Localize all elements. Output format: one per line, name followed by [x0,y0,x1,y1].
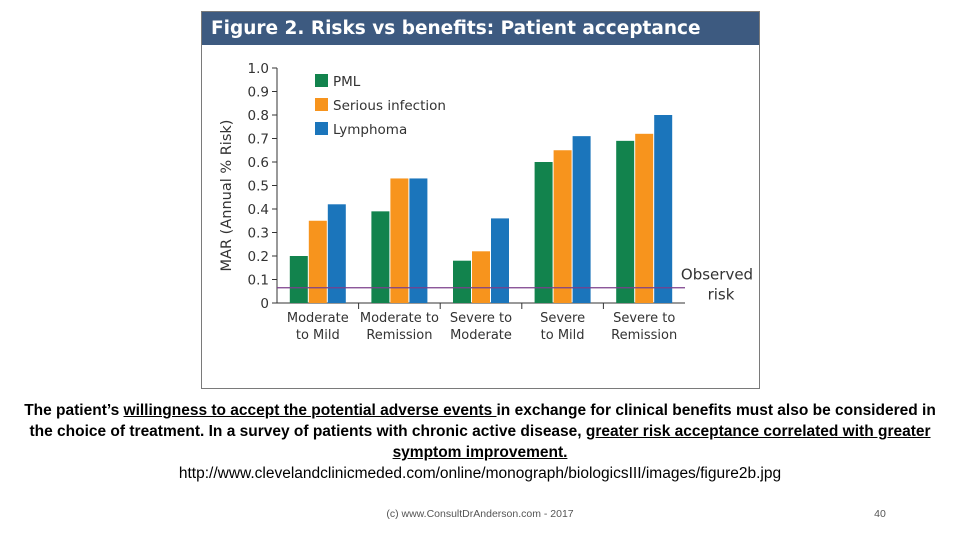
caption-underlined-2: greater risk acceptance correlated with … [392,423,931,461]
caption-text-1: The patient’s [24,402,124,419]
y-tick-label: 0.2 [248,249,269,265]
x-tick-label: Severe to [450,311,512,326]
source-url[interactable]: http://www.clevelandclinicmeded.com/onli… [178,465,782,482]
page-number: 40 [874,508,886,520]
caption-text-2: in exchange for clinical benefits must a… [29,402,936,440]
x-tick-label: to Mild [296,328,340,343]
bar [327,204,346,303]
x-tick-label: Severe to [613,311,675,326]
legend-swatch [315,122,328,135]
bar [371,211,390,303]
x-tick-label: to Mild [541,328,585,343]
legend-label: Serious infection [333,98,446,114]
x-tick-label: Remission [611,328,677,343]
bar [534,162,553,303]
bar [453,260,471,303]
y-tick-label: 0.3 [248,226,269,242]
footer-copyright: (c) www.ConsultDrAnderson.com - 2017 [386,508,574,520]
legend-swatch [315,98,328,111]
bar [553,150,572,303]
y-tick-label: 0.6 [248,155,269,171]
observed-risk-label: Observed [681,266,753,284]
y-axis-title: MAR (Annual % Risk) [219,120,235,272]
y-tick-label: 0.8 [248,108,269,124]
bar [289,256,308,303]
bar [572,136,591,303]
figure-title: Figure 2. Risks vs benefits: Patient acc… [202,12,759,45]
x-tick-label: Moderate [287,311,349,326]
legend-label: Lymphoma [333,122,407,138]
y-tick-label: 0.4 [248,202,269,218]
bar [654,115,673,303]
y-tick-label: 0.9 [248,85,269,101]
bar [635,133,654,303]
bar [308,220,327,303]
y-tick-label: 0 [260,296,269,312]
bar [491,218,509,303]
observed-risk-label: risk [708,286,735,304]
caption-underlined-1: willingness to accept the potential adve… [123,402,497,419]
x-tick-label: Severe [540,311,585,326]
y-tick-label: 1.0 [248,61,269,77]
legend-label: PML [333,74,361,90]
bar-chart: 0 0.1 0.2 0.3 0.4 0.5 0.6 0.7 0.8 0.9 1.0 MAR (Annu… [219,61,753,343]
y-tick-label: 0.5 [248,179,269,195]
bar [616,140,635,303]
x-tick-label: Moderate to [360,311,439,326]
figure-panel: Figure 2. Risks vs benefits: Patient acc… [201,11,760,389]
bar [409,178,428,303]
x-tick-label: Moderate [450,328,512,343]
x-tick-label: Remission [366,328,432,343]
caption: The patient’s willingness to accept the … [20,400,940,484]
legend-swatch [315,74,328,87]
bar [472,251,490,303]
y-tick-label: 0.1 [248,273,269,289]
bar [390,178,409,303]
y-tick-label: 0.7 [248,132,269,148]
